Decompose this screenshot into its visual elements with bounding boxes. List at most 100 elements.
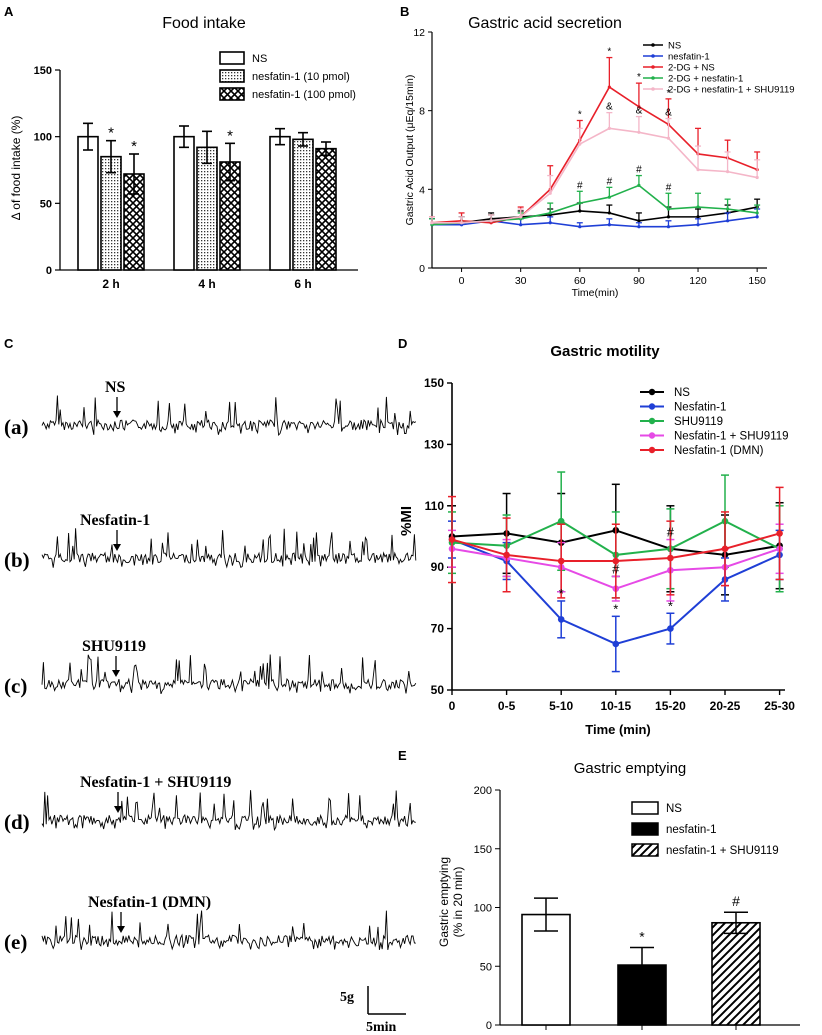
d-point bbox=[612, 557, 620, 565]
a-category-label: 2 h bbox=[102, 277, 119, 291]
b-point bbox=[755, 175, 759, 180]
b-point bbox=[548, 191, 552, 195]
b-ytick-label: 0 bbox=[419, 263, 425, 275]
gastric-emptying-ylabel-line2: (% in 20 min) bbox=[451, 867, 465, 938]
b-xtick-label: 120 bbox=[689, 275, 707, 287]
d-point bbox=[667, 554, 674, 562]
b-point bbox=[696, 205, 700, 209]
b-point bbox=[666, 136, 671, 140]
d-point bbox=[612, 640, 620, 648]
b-legend-marker bbox=[651, 43, 655, 47]
b-point bbox=[607, 223, 611, 227]
d-legend-label: Nesfatin-1 bbox=[674, 402, 726, 414]
a-bar-0-0 bbox=[77, 135, 99, 271]
panel-label-d: D bbox=[398, 336, 407, 351]
a-ytick-label: 50 bbox=[40, 198, 52, 210]
food-intake-title: Food intake bbox=[162, 15, 246, 32]
d-xtick-label: 0-5 bbox=[498, 699, 516, 713]
b-legend-marker bbox=[651, 87, 655, 91]
b-point bbox=[519, 223, 523, 227]
b-point bbox=[578, 225, 582, 229]
injection-arrowhead-1 bbox=[113, 544, 121, 551]
b-legend-label: 2-DG + nesfatin-1 + SHU9119 bbox=[668, 85, 795, 96]
b-legend-label: 2-DG + NS bbox=[668, 63, 715, 74]
e-ytick-label: 50 bbox=[480, 961, 492, 973]
e-legend-label: NS bbox=[666, 803, 682, 815]
injection-arrowhead-2 bbox=[112, 670, 120, 677]
d-point bbox=[503, 551, 510, 559]
d-point bbox=[557, 557, 565, 565]
b-point bbox=[459, 221, 464, 225]
b-point bbox=[548, 211, 552, 215]
b-ytick-label: 8 bbox=[419, 106, 425, 118]
scale-label-time: 5min bbox=[366, 1020, 397, 1035]
a-category-label: 4 h bbox=[198, 277, 215, 291]
motility-trace-4 bbox=[41, 910, 416, 951]
b-sig-mark: * bbox=[607, 47, 611, 58]
panel-label-a: A bbox=[4, 4, 14, 19]
b-point bbox=[696, 168, 700, 172]
b-series-line-4 bbox=[432, 127, 758, 224]
a-legend-label: nesfatin-1 (10 pmol) bbox=[252, 71, 350, 83]
panel-label-b: B bbox=[400, 4, 409, 19]
a-bar-1-2 bbox=[292, 138, 314, 271]
b-sig-mark: * bbox=[578, 110, 582, 121]
b-point bbox=[607, 195, 611, 199]
injection-arrowhead-4 bbox=[117, 926, 125, 933]
d-point bbox=[667, 625, 674, 632]
e-sig-mark: * bbox=[639, 928, 645, 944]
a-legend-label: nesfatin-1 (100 pmol) bbox=[252, 89, 356, 101]
food-intake-ylabel: Δ of food intake (%) bbox=[9, 116, 23, 221]
d-point bbox=[448, 536, 456, 543]
b-point bbox=[637, 130, 641, 134]
gastric-motility-chart: Gastric motility %MI Time (min) 50 70 90 11… bbox=[398, 343, 795, 737]
d-legend-marker bbox=[648, 446, 656, 454]
a-sig-mark: * bbox=[131, 138, 137, 155]
b-point bbox=[725, 207, 730, 211]
d-sig-mark: * bbox=[559, 586, 564, 601]
b-point bbox=[578, 209, 582, 213]
e-legend-label: nesfatin-1 + SHU9119 bbox=[666, 845, 779, 857]
motility-trace-2 bbox=[41, 654, 417, 695]
d-ytick-label: 130 bbox=[424, 437, 444, 451]
motility-traces-panel: (a) NS (b) Nesfatin-1 (c) SHU9119 (d) Nesfatin-… bbox=[4, 379, 417, 1035]
e-legend-swatch bbox=[631, 801, 659, 815]
e-sig-mark: # bbox=[732, 893, 740, 909]
a-ytick-label: 0 bbox=[46, 265, 52, 277]
b-ytick-label: 12 bbox=[413, 27, 425, 39]
b-legend-label: NS bbox=[668, 41, 681, 52]
trace-label-2: (c) bbox=[4, 674, 27, 698]
b-point bbox=[666, 225, 671, 229]
trace-drug-label-4: Nesfatin-1 (DMN) bbox=[88, 894, 211, 911]
b-point bbox=[755, 215, 759, 219]
b-point bbox=[578, 201, 582, 205]
trace-drug-label-0: NS bbox=[105, 379, 126, 396]
a-bar-2-2 bbox=[315, 147, 337, 271]
d-sig-mark: # bbox=[667, 525, 675, 540]
e-bar-2 bbox=[711, 921, 761, 1026]
b-sig-mark: # bbox=[577, 180, 583, 191]
trace-drug-label-3: Nesfatin-1 + SHU9119 bbox=[80, 774, 231, 791]
d-ytick-label: 50 bbox=[431, 683, 445, 697]
b-point bbox=[578, 142, 582, 146]
e-ytick-label: 100 bbox=[474, 903, 492, 915]
a-legend-label: NS bbox=[252, 53, 267, 65]
b-sig-mark: & bbox=[636, 106, 643, 117]
b-point bbox=[637, 225, 641, 229]
b-ytick-label: 4 bbox=[419, 184, 425, 196]
b-xtick-label: 60 bbox=[574, 275, 586, 287]
gastric-acid-xlabel: Time(min) bbox=[572, 287, 619, 299]
panel-label-e: E bbox=[398, 748, 407, 763]
d-xtick-label: 5-10 bbox=[549, 699, 573, 713]
a-legend-swatch bbox=[219, 87, 245, 101]
b-legend-label: 2-DG + nesfatin-1 bbox=[668, 74, 743, 85]
b-point bbox=[696, 215, 700, 219]
b-point bbox=[755, 211, 759, 215]
a-category-label: 6 h bbox=[294, 277, 311, 291]
e-ytick-label: 200 bbox=[474, 785, 492, 797]
trace-label-1: (b) bbox=[4, 548, 30, 572]
d-ytick-label: 150 bbox=[424, 376, 444, 390]
d-legend-marker bbox=[648, 403, 656, 410]
d-legend-label: Nesfatin-1 (DMN) bbox=[674, 445, 764, 457]
d-xtick-label: 0 bbox=[449, 699, 456, 713]
